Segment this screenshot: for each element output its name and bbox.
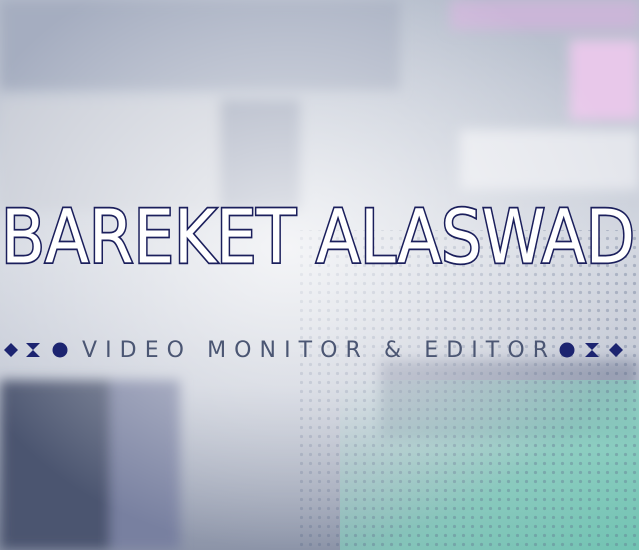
ornament-left bbox=[4, 342, 68, 358]
ornament-right bbox=[559, 342, 623, 358]
title: BAREKET ALASWAD bbox=[1, 195, 635, 281]
